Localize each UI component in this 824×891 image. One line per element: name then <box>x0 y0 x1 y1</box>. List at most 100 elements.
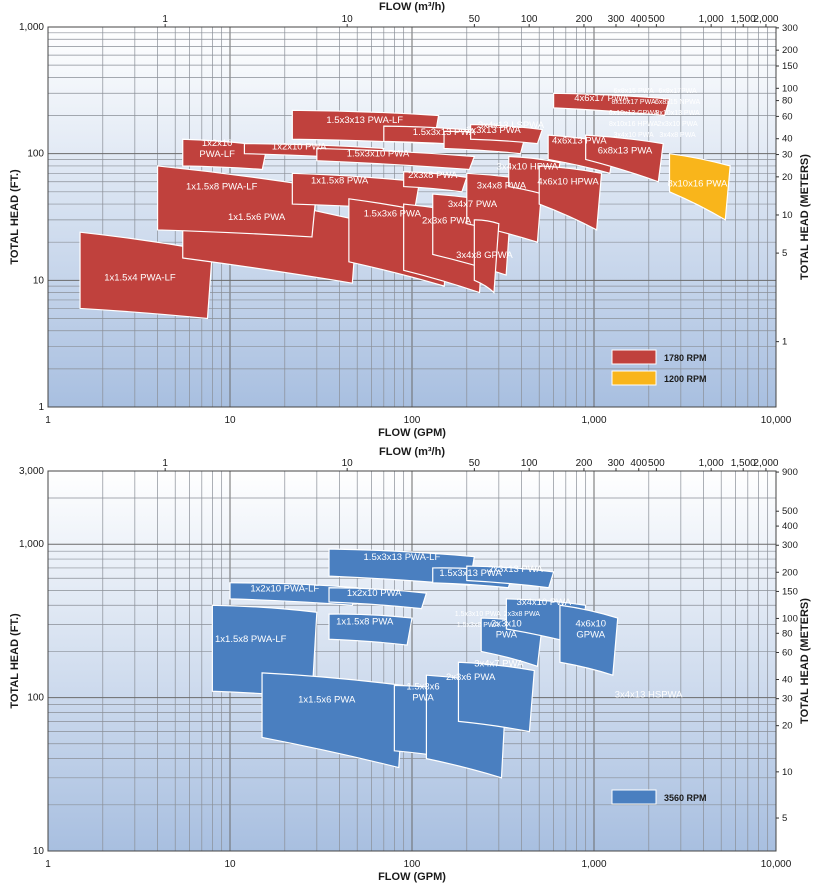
region-21 <box>553 92 671 117</box>
x2-tick-label: 1 <box>162 14 168 25</box>
y2-tick-label: 500 <box>782 506 798 517</box>
x-tick-label: 100 <box>404 859 421 870</box>
region-label-15: 2x3x13 PWA <box>466 125 521 136</box>
region-label-8: 2x3x8 PWA <box>408 170 458 181</box>
small-region-label-1: 2x3x8 PWA <box>504 611 541 618</box>
region-label-22: 8x10x16 PWA <box>667 179 728 190</box>
region-label-5: 1.5x3x13 PWA-LF <box>326 115 403 126</box>
y2-tick-label: 30 <box>782 694 793 705</box>
region-label-1: 1x1.5x6 PWA <box>228 212 286 223</box>
y2-tick-label: 5 <box>782 248 787 259</box>
region-20 <box>585 134 664 183</box>
x2-tick-label: 100 <box>521 14 538 25</box>
small-region-label-3: 6x8x15 NPWA <box>655 99 701 106</box>
region-8 <box>403 171 468 193</box>
region-label-4: 1x2x10 PWA <box>272 141 327 152</box>
y2-tick-label: 400 <box>782 521 798 532</box>
region-13 <box>559 604 619 676</box>
y-tick-label: 1 <box>38 402 44 413</box>
x2-tick-label: 400 <box>630 14 647 25</box>
y2-tick-label: 300 <box>782 540 798 551</box>
y2-tick-label: 20 <box>782 721 793 732</box>
region-label-21: 4x6x17 PWA <box>574 93 629 104</box>
annotation-0: 3x4x13 HSPWA <box>615 690 683 701</box>
region-0 <box>79 231 213 320</box>
region-16 <box>470 123 544 145</box>
region-label-3: 1x2x10 PWA-LF <box>199 138 235 160</box>
x-tick-label: 100 <box>404 415 421 426</box>
region-label-12: 3x4x10 PWA <box>517 597 572 608</box>
x2-tick-label: 500 <box>648 14 665 25</box>
region-label-8: 1.5x3x6 PWA <box>406 681 439 703</box>
x-tick-label: 1 <box>45 415 51 426</box>
y2-axis-title: TOTAL HEAD (METERS) <box>799 154 811 280</box>
y2-tick-label: 10 <box>782 210 793 221</box>
small-region-label-5: 8x10x13 PWA <box>656 110 700 117</box>
x2-axis-title: FLOW (m³/h) <box>379 446 445 458</box>
y-tick-label: 3,000 <box>19 466 44 477</box>
y-tick-label: 10 <box>33 275 45 286</box>
y2-tick-label: 300 <box>782 23 798 34</box>
x2-tick-label: 1,500 <box>731 458 756 469</box>
x2-tick-label: 400 <box>630 458 647 469</box>
y2-tick-label: 200 <box>782 567 798 578</box>
region-18 <box>538 165 603 231</box>
region-label-20: 6x8x13 PWA <box>598 146 653 157</box>
region-label-13: 4x6x10 GPWA <box>575 618 606 640</box>
small-region-label-1: 6x8x17PWA <box>658 88 697 95</box>
region-label-0: 1x1.5x4 PWA-LF <box>104 272 176 283</box>
y2-tick-label: 200 <box>782 45 798 56</box>
region-label-18: 4x6x10 HPWA <box>537 177 599 188</box>
small-region-label-9: 3x4x8 PWA <box>659 132 696 139</box>
region-1 <box>229 582 358 606</box>
y2-tick-label: 40 <box>782 134 793 145</box>
plot-frame <box>47 470 777 852</box>
region-label-2: 1x2x10 PWA <box>347 588 402 599</box>
y2-axis-title: TOTAL HEAD (METERS) <box>799 598 811 724</box>
region-label-11: 2x3x10 PWA <box>491 618 522 640</box>
region-6 <box>316 147 476 171</box>
x-axis-title: FLOW (GPM) <box>378 871 446 883</box>
x2-tick-label: 2,000 <box>753 14 778 25</box>
legend-swatch-0 <box>611 349 657 365</box>
legend: 1780 RPM 1200 RPM <box>611 349 707 386</box>
region-label-6: 1.5x3x10 PWA <box>347 148 410 159</box>
x2-tick-label: 10 <box>342 458 354 469</box>
small-region-label-0: 1.5x3x10 PWA <box>455 611 501 618</box>
small-region-labels: 1.5x3x10 PWA 2x3x8 PWA 1.5x3x8 PWA <box>455 611 541 629</box>
region-label-1: 1x2x10 PWA-LF <box>250 584 319 595</box>
y2-tick-label: 5 <box>782 813 787 824</box>
region-label-5: 2x3x13 PWA <box>488 564 543 575</box>
small-region-label-7: 2x3x10 PWA <box>657 121 698 128</box>
x2-tick-label: 300 <box>608 14 625 25</box>
y-tick-label: 1,000 <box>19 539 44 550</box>
region-label-7: 1x1.5x6 PWA <box>298 694 356 705</box>
region-label-11: 3x4x7 PWA <box>448 199 498 210</box>
regions <box>79 92 731 320</box>
x2-tick-label: 50 <box>469 14 481 25</box>
region-label-16: 3x4x13 LSPWA <box>478 120 545 131</box>
x-tick-label: 1,000 <box>581 415 606 426</box>
region-13 <box>473 219 500 294</box>
region-7 <box>261 672 405 769</box>
legend: 3560 RPM <box>611 789 707 805</box>
y-axis-title: TOTAL HEAD (FT.) <box>9 169 21 265</box>
y2-tick-label: 100 <box>782 83 798 94</box>
small-region-label-6: 8x10x16 HPWA <box>609 121 658 128</box>
y2-tick-label: 80 <box>782 628 793 639</box>
x2-tick-label: 1,500 <box>731 14 756 25</box>
y2-tick-label: 150 <box>782 586 798 597</box>
region-label-6: 1x1.5x8 PWA <box>336 616 394 627</box>
x-tick-label: 1 <box>45 859 51 870</box>
legend-label-0: 3560 RPM <box>664 793 707 803</box>
y2-tick-label: 80 <box>782 96 793 107</box>
y2-tick-label: 150 <box>782 61 798 72</box>
legend-swatch-1 <box>611 370 657 386</box>
x2-tick-label: 50 <box>469 458 481 469</box>
x2-tick-label: 300 <box>608 458 625 469</box>
region-label-9: 1.5x3x6 PWA <box>364 208 422 219</box>
x2-tick-label: 200 <box>576 14 593 25</box>
y2-tick-label: 1 <box>782 337 787 348</box>
regions <box>211 548 619 779</box>
